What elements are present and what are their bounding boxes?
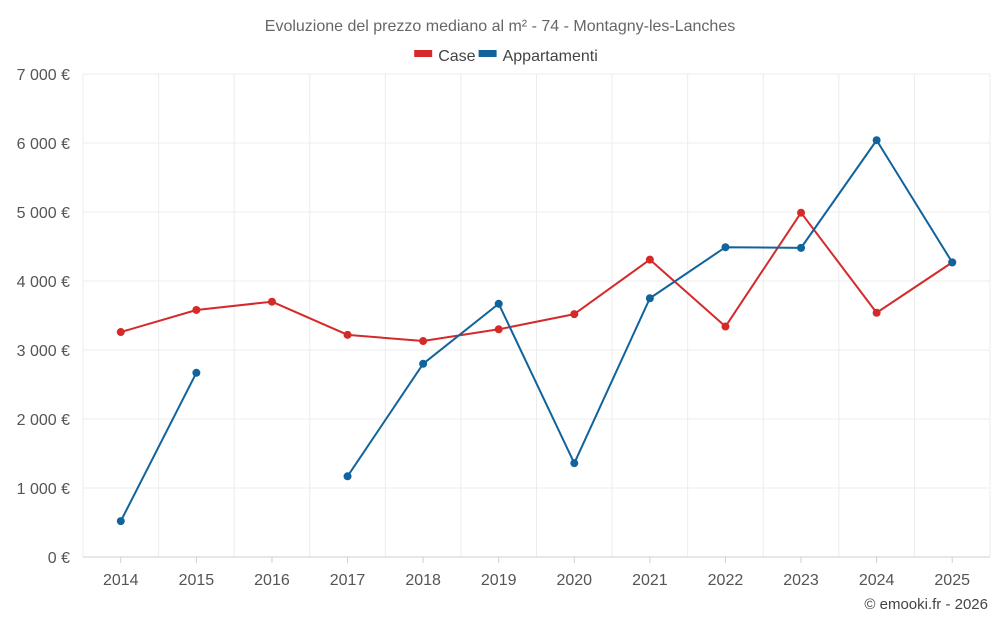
y-tick-label: 2 000 € <box>17 412 70 429</box>
y-tick-label: 6 000 € <box>17 136 70 153</box>
x-tick-label: 2019 <box>481 572 517 589</box>
y-tick-label: 7 000 € <box>17 67 70 84</box>
legend-item-case: Case <box>414 48 476 65</box>
x-tick-label: 2025 <box>934 572 970 589</box>
data-point <box>872 308 881 317</box>
legend-label: Appartamenti <box>503 48 598 65</box>
chart-title: Evoluzione del prezzo mediano al m² - 74… <box>265 18 735 35</box>
x-tick-label: 2017 <box>330 572 366 589</box>
series-appartamenti <box>116 136 957 526</box>
legend: Case Appartamenti <box>414 48 598 65</box>
data-point <box>192 305 201 314</box>
legend-swatch <box>414 50 433 57</box>
x-tick-label: 2020 <box>556 572 592 589</box>
series-layer <box>116 136 957 526</box>
data-point <box>797 208 806 217</box>
data-point <box>797 243 806 252</box>
legend-label: Case <box>438 48 475 65</box>
y-tick-label: 5 000 € <box>17 205 70 222</box>
y-axis: 0 € 1 000 € 2 000 € 3 000 € 4 000 € 5 000 € 6 … <box>17 67 70 567</box>
data-point <box>570 310 579 319</box>
data-point <box>343 472 352 481</box>
data-point <box>192 368 201 377</box>
data-point <box>267 297 276 306</box>
x-axis: 2014 2015 2016 2017 2018 2019 2020 2021 2022 2023… <box>83 556 990 589</box>
legend-item-appartamenti: Appartamenti <box>478 48 598 65</box>
x-tick-label: 2014 <box>103 572 139 589</box>
y-tick-label: 0 € <box>48 550 70 567</box>
data-point <box>419 337 428 346</box>
x-tick-label: 2016 <box>254 572 290 589</box>
credit-text: © emooki.fr - 2026 <box>864 596 988 613</box>
data-point <box>570 459 579 468</box>
data-point <box>116 328 125 337</box>
data-point <box>721 243 730 252</box>
x-tick-label: 2018 <box>405 572 441 589</box>
series-line <box>346 139 954 477</box>
data-point <box>872 136 881 145</box>
x-tick-label: 2021 <box>632 572 668 589</box>
data-point <box>343 330 352 339</box>
x-tick-label: 2024 <box>859 572 895 589</box>
legend-swatch <box>478 50 497 57</box>
data-point <box>419 359 428 368</box>
grid <box>82 73 991 557</box>
data-point <box>948 258 957 267</box>
data-point <box>494 299 503 308</box>
y-tick-label: 3 000 € <box>17 343 70 360</box>
y-tick-label: 4 000 € <box>17 274 70 291</box>
y-tick-label: 1 000 € <box>17 481 70 498</box>
x-tick-label: 2015 <box>179 572 215 589</box>
data-point <box>645 294 654 303</box>
data-point <box>494 325 503 334</box>
data-point <box>645 255 654 264</box>
x-tick-label: 2023 <box>783 572 819 589</box>
series-line <box>119 372 198 522</box>
data-point <box>116 517 125 526</box>
data-point <box>721 322 730 331</box>
x-tick-label: 2022 <box>708 572 744 589</box>
